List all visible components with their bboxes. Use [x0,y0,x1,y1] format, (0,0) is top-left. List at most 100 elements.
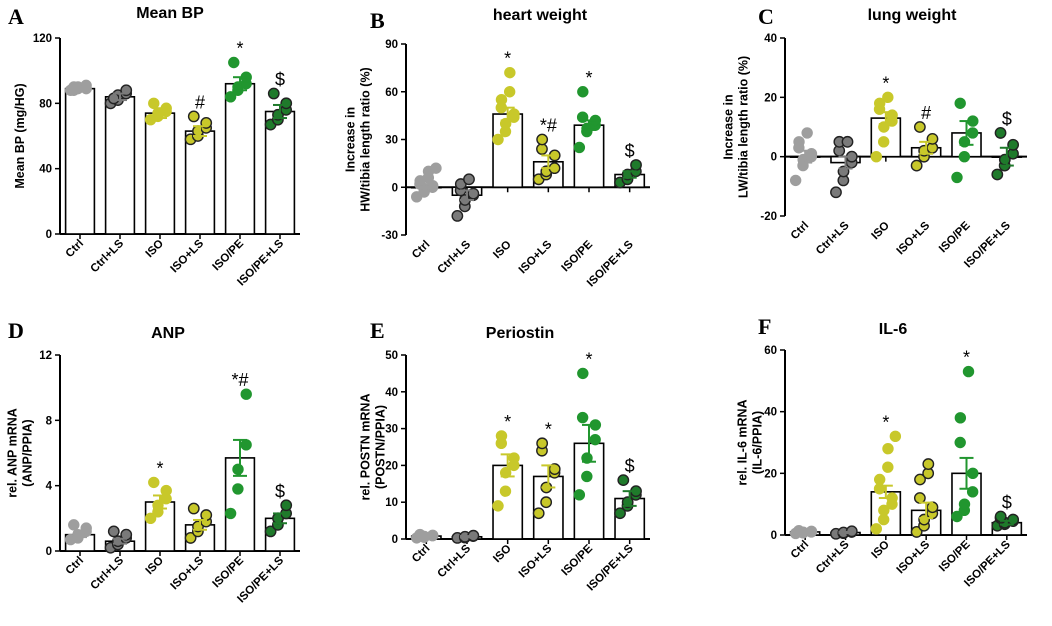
y-tick-label: 0 [392,182,398,194]
data-point [280,97,293,110]
data-point [870,150,883,163]
data-point [495,94,508,106]
y-axis-label-line: (POSTN/PPIA) [374,405,388,489]
data-point [504,66,516,79]
data-point [576,411,589,424]
y-axis-label-line: Increase in [344,107,358,172]
significance-mark: * [156,458,163,478]
data-point [280,499,293,512]
data-point [160,484,172,497]
data-point [540,496,553,509]
data-point [451,209,464,222]
y-tick-label: 120 [33,33,52,45]
data-point [187,110,200,123]
data-point [914,473,926,486]
y-tick-label: -30 [381,230,398,242]
data-point [107,525,120,538]
category-label: Ctrl [789,220,811,242]
panel-title: heart weight [493,7,588,24]
data-point [120,528,133,541]
significance-mark: * [236,39,243,59]
data-point [889,430,902,443]
y-axis-label-line: HW/tibia length ratio (%) [359,67,373,211]
significance-mark: $ [275,481,285,501]
data-point [548,463,561,475]
data-point [870,523,883,535]
data-point [958,498,971,510]
y-axis-label: rel. ANP mRNA (ANP/PPIA) [6,408,35,498]
data-point [882,442,894,455]
category-label: Ctrl [789,539,811,561]
data-point [187,502,200,515]
y-axis-label-line: rel. POSTN mRNA [359,394,373,501]
data-point [184,532,197,544]
panel-title: Mean BP [136,5,204,22]
data-point [922,458,935,470]
data-point [573,489,586,501]
category-label: Ctrl [64,555,86,577]
category-label: Ctrl+LS [814,219,852,257]
data-point [536,143,548,155]
y-tick-label: 0 [46,229,52,241]
category-label: Ctrl [410,239,432,261]
y-tick-label: 30 [385,424,398,436]
data-point [958,150,971,163]
data-point [954,97,966,109]
data-point [830,186,842,199]
data-point [492,133,504,146]
data-point [107,92,120,105]
panel-letter: A [8,4,24,29]
y-tick-label: 80 [39,98,52,110]
panel-title: Periostin [486,325,554,342]
y-axis-label-line: Increase in [722,94,736,159]
data-point [536,133,549,146]
data-point [873,473,886,486]
significance-mark: * [504,412,511,432]
data-point [430,162,442,174]
y-tick-label: 40 [39,164,52,176]
y-tick-label: 20 [764,468,777,480]
category-label: ISO/PE [560,238,596,274]
y-tick-label: 0 [771,152,777,164]
data-point [463,173,475,186]
data-point [200,509,213,521]
data-point [224,507,237,520]
bar [104,96,136,235]
y-tick-label: 60 [385,87,398,99]
data-point [617,474,630,487]
y-tick-label: 40 [764,33,777,45]
data-point [224,91,237,103]
data-point [232,463,244,476]
y-axis-label: rel. POSTN mRNA (POSTN/PPIA) [359,394,388,501]
y-tick-label: 40 [385,387,398,399]
y-axis-label: rel. IL-6 mRNA (IL-6/PPIA) [736,399,765,485]
panel-letter: F [758,314,771,339]
panel-letter: B [370,8,385,33]
data-point [532,507,545,520]
panel-letter: D [8,318,24,343]
panel-a: A Mean BP Mean BP (mg/HG) 0 40 80 120 Ctrl Ctrl+… [8,4,300,288]
y-tick-label: 20 [764,92,777,104]
data-point [148,97,160,110]
data-point [801,127,813,139]
significance-mark: * [585,349,592,369]
category-label: ISO [491,239,514,262]
significance-mark: $ [625,141,635,161]
category-label: ISO [144,238,167,261]
y-tick-label: 8 [46,415,53,427]
category-label: ISO [869,539,892,562]
significance-mark: * [585,68,592,88]
y-axis-label: Increase in LW/tibia length ratio (%) [722,56,751,198]
significance-mark: # [921,103,931,123]
data-point [267,87,280,100]
data-point [878,504,890,517]
data-point [951,171,963,184]
data-point [536,437,549,450]
data-point [882,91,894,104]
data-point [910,526,923,538]
data-point [577,86,589,98]
category-label: ISO+LS [517,542,555,580]
